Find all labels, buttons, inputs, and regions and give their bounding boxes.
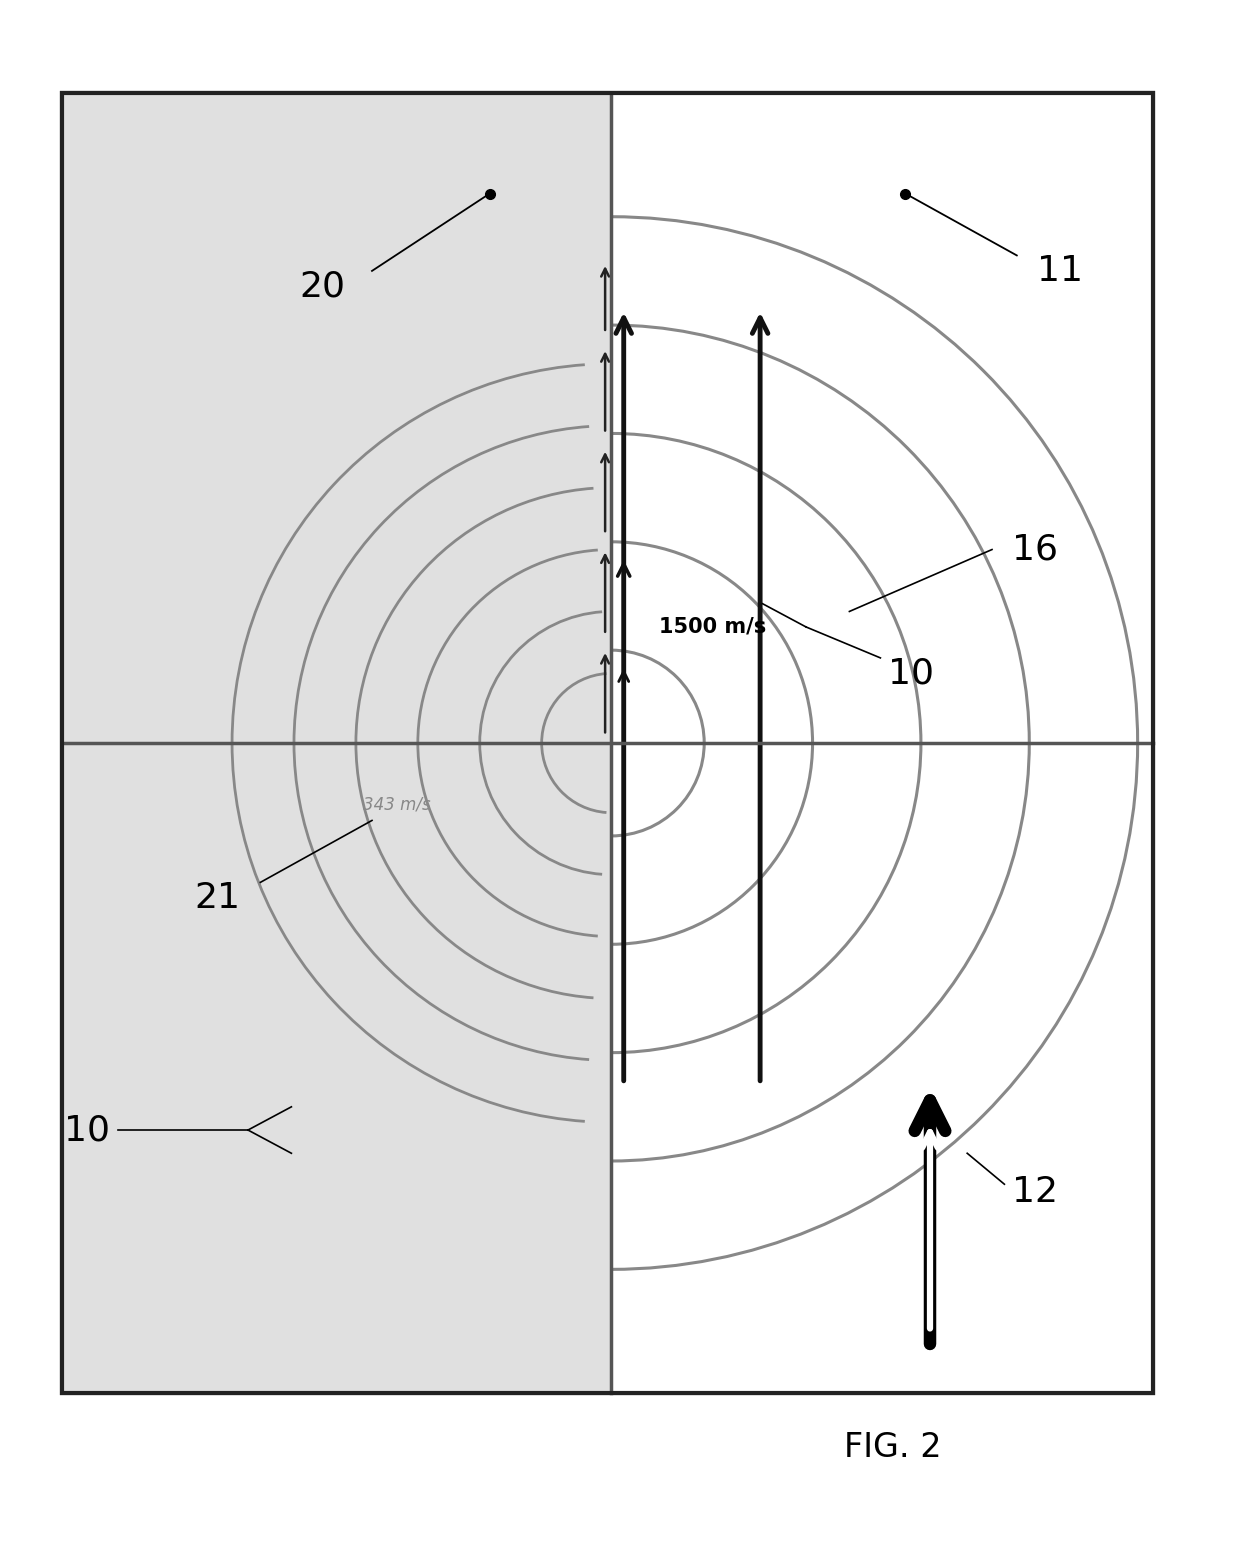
- Text: 10: 10: [888, 656, 935, 690]
- Text: 343 m/s: 343 m/s: [363, 796, 430, 814]
- Text: 20: 20: [299, 269, 346, 303]
- Bar: [62, 93, 611, 1393]
- Bar: [611, 743, 1153, 1393]
- Text: 12: 12: [1012, 1175, 1059, 1209]
- Text: 21: 21: [193, 881, 241, 915]
- Text: 10: 10: [63, 1113, 110, 1147]
- Text: 1500 m/s: 1500 m/s: [660, 618, 766, 636]
- Text: 16: 16: [1012, 533, 1059, 567]
- Bar: [611, 93, 1153, 743]
- Bar: [62, 93, 1153, 1393]
- Text: 11: 11: [1037, 254, 1084, 288]
- Text: FIG. 2: FIG. 2: [844, 1430, 941, 1464]
- Bar: [62, 93, 1153, 1393]
